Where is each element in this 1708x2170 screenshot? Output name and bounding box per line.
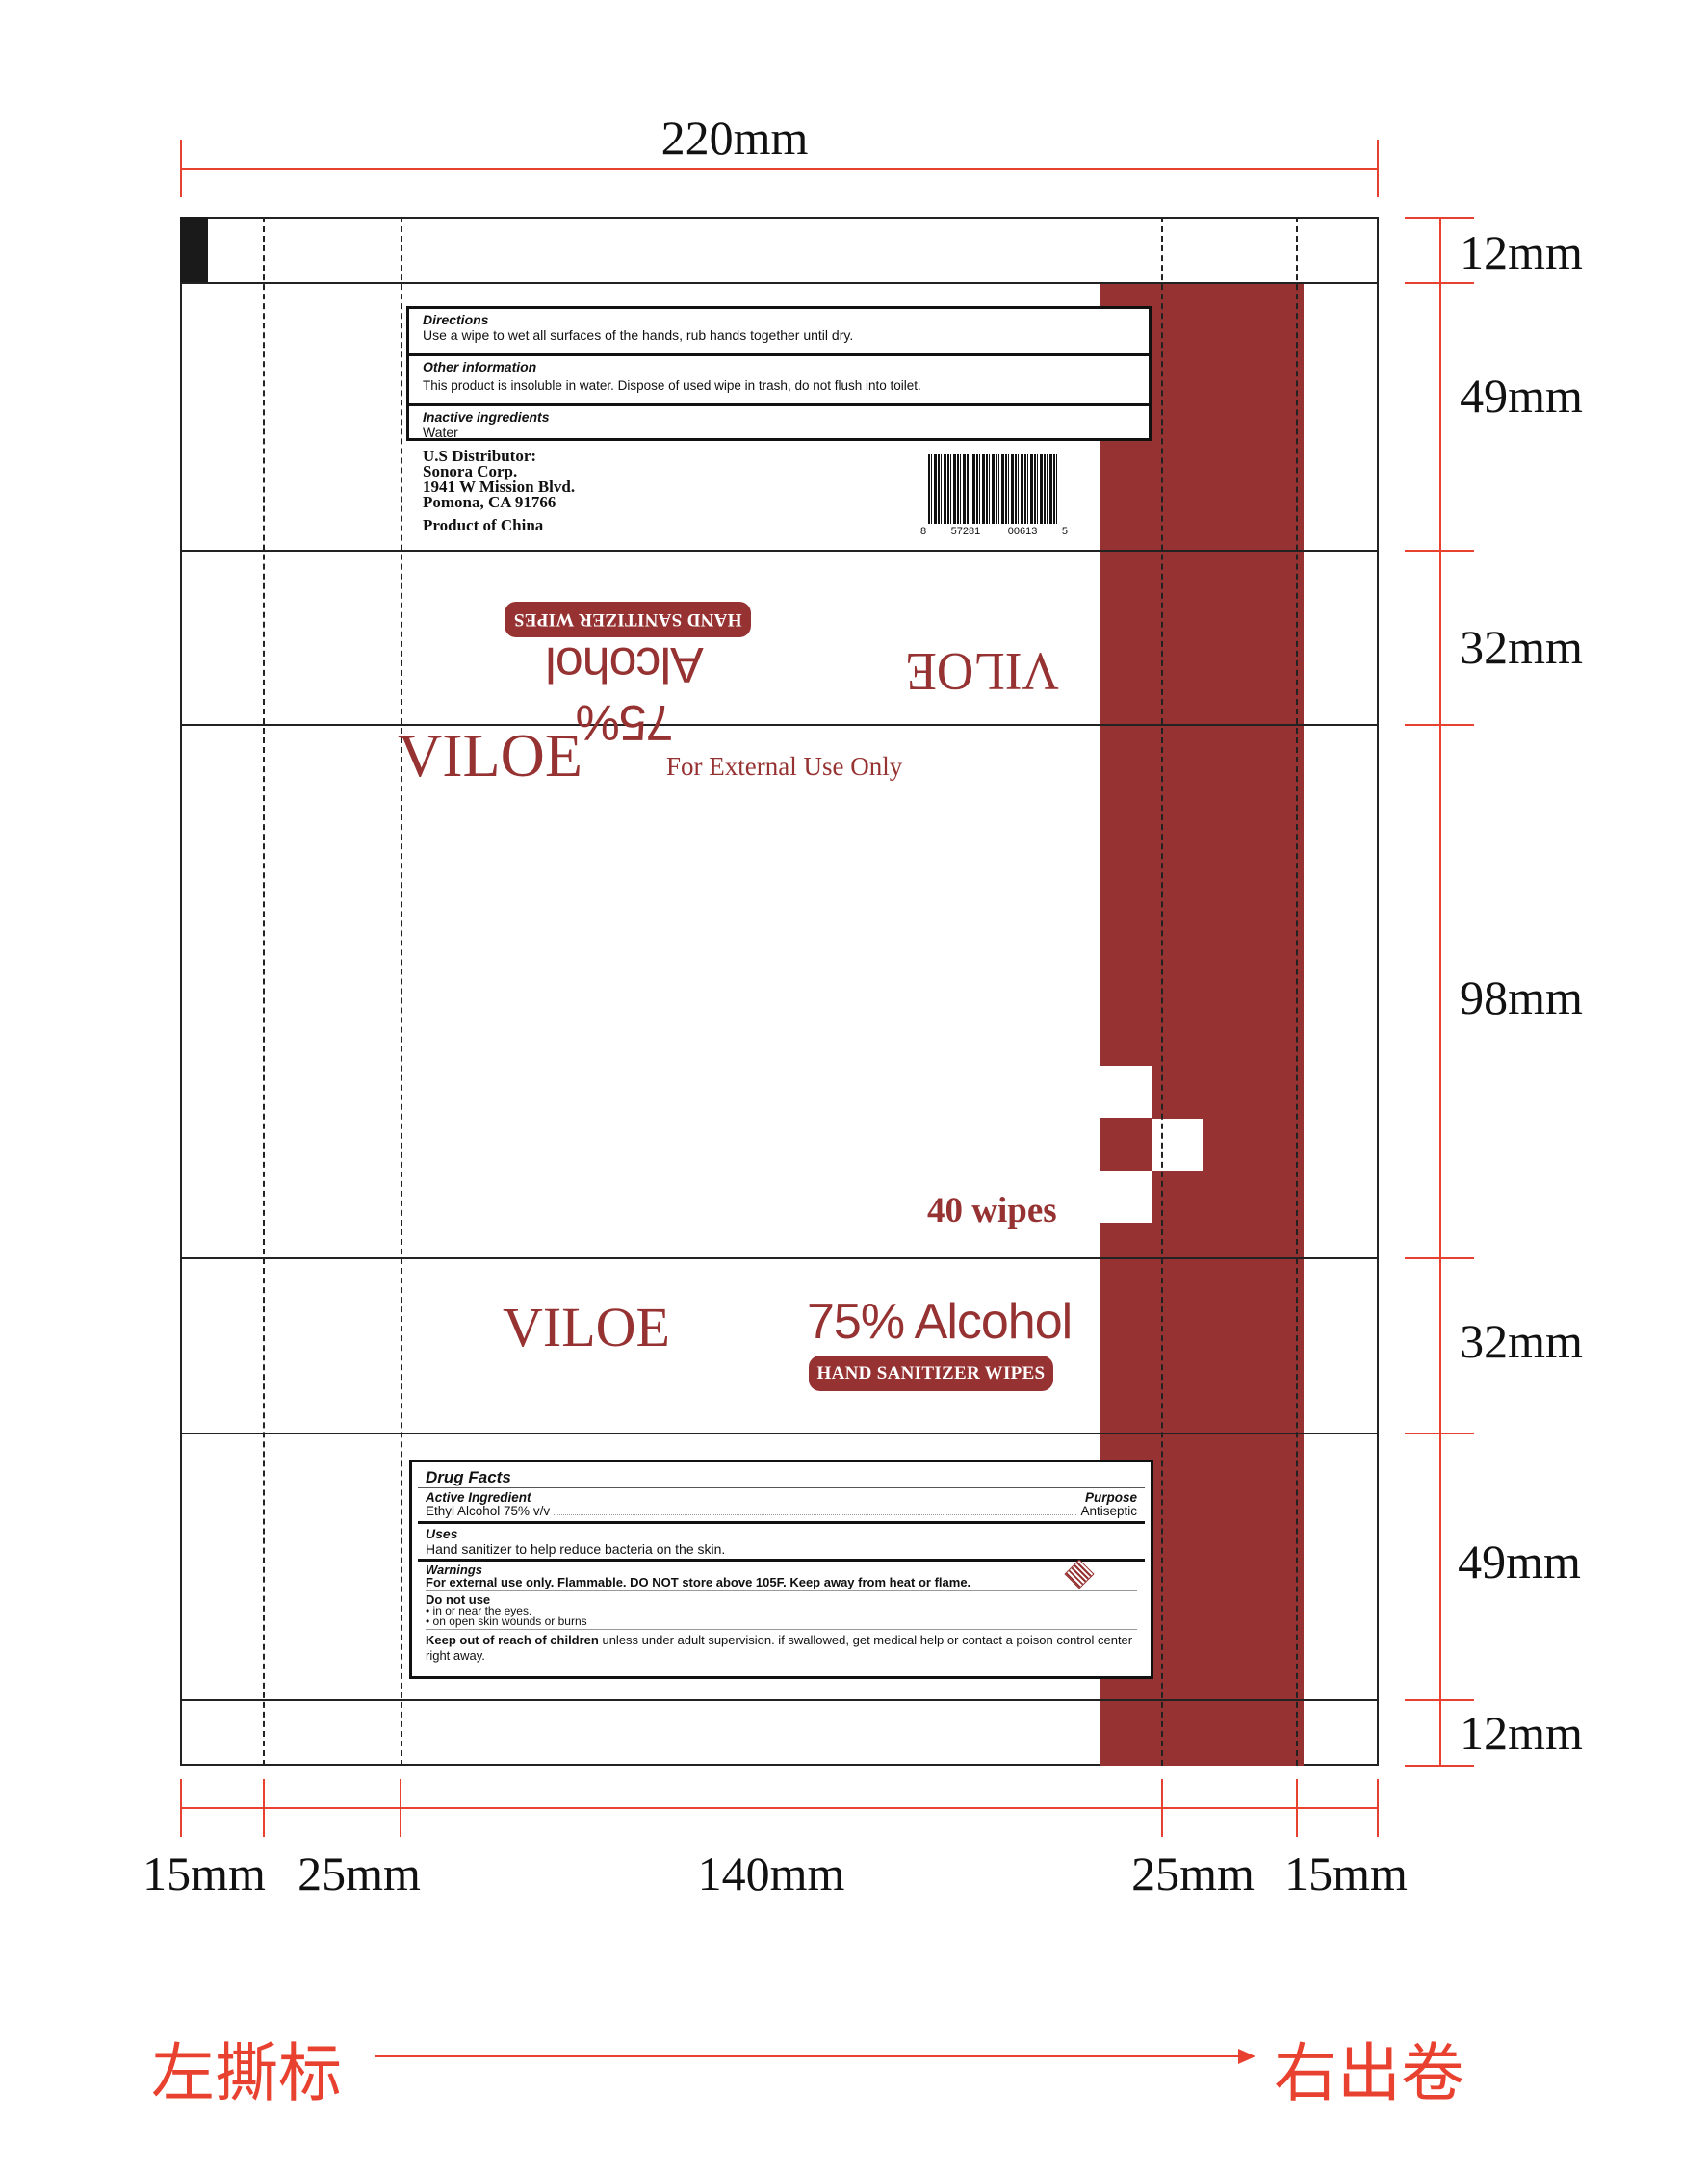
do-not-use-title: Do not use <box>426 1591 491 1607</box>
dim-tick <box>1405 1699 1474 1701</box>
dim-tick <box>180 1779 182 1837</box>
top-dimension-line <box>180 168 1379 170</box>
height-label: 32mm <box>1460 620 1583 674</box>
purpose-title: Purpose <box>1084 1489 1137 1505</box>
uses-text: Hand sanitizer to help reduce bacteria o… <box>426 1540 726 1557</box>
drug-facts-title: Drug Facts <box>418 1462 1145 1488</box>
active-ingredient-text: Ethyl Alcohol 75% v/v <box>426 1503 551 1518</box>
checker-square <box>1100 1171 1152 1223</box>
keep-out-title: Keep out of reach of children <box>426 1632 599 1647</box>
distributor-info: U.S Distributor: Sonora Corp. 1941 W Mis… <box>423 447 576 534</box>
barcode-digit: 57281 <box>947 526 984 537</box>
dim-tick <box>1377 1779 1379 1837</box>
fold-line <box>401 217 402 1766</box>
dim-tick <box>1161 1779 1163 1837</box>
dim-tick <box>180 140 182 197</box>
height-label: 49mm <box>1460 369 1583 423</box>
left-tear-label: 左撕标 <box>151 2036 342 2110</box>
alcohol-lower: 75% Alcohol <box>807 1294 1073 1350</box>
height-label: 12mm <box>1460 1706 1583 1760</box>
other-info-title: Other information <box>423 359 537 375</box>
dim-tick <box>1405 1257 1474 1259</box>
other-info-text: This product is insoluble in water. Disp… <box>423 378 921 394</box>
divider <box>180 282 1379 284</box>
fold-line <box>1296 217 1298 1766</box>
width-label: 15mm <box>1284 1847 1408 1900</box>
directions-box: Directions Use a wipe to wet all surfaces… <box>406 306 1152 441</box>
dim-tick <box>1405 282 1474 284</box>
do-not-use-item: in or near the eyes. <box>432 1603 532 1617</box>
dim-tick <box>263 1779 265 1837</box>
brand-front: VILOE <box>398 721 582 789</box>
width-label: 140mm <box>697 1847 845 1900</box>
dim-tick <box>1405 217 1474 219</box>
active-ingredient-title: Active Ingredient <box>426 1489 531 1505</box>
width-label: 25mm <box>1131 1847 1255 1900</box>
brand-lower: VILOE <box>503 1296 670 1358</box>
tear-mark <box>180 217 208 282</box>
barcode-digit: 8 <box>920 526 927 537</box>
direction-arrow-line <box>375 2055 1242 2057</box>
divider <box>180 724 1379 726</box>
brand-inverted: VILOE <box>905 641 1059 701</box>
distributor-line: Sonora Corp. <box>423 462 518 480</box>
right-dimension-line <box>1439 217 1441 1766</box>
do-not-use-item: on open skin wounds or burns <box>432 1614 587 1628</box>
width-label: 25mm <box>298 1847 421 1900</box>
warnings-text: For external use only. Flammable. DO NOT… <box>426 1576 1137 1591</box>
arrow-head-icon <box>1238 2049 1255 2064</box>
distributor-line: Pomona, CA 91766 <box>423 493 556 511</box>
purpose-text: Antiseptic <box>1080 1503 1137 1518</box>
uses-title: Uses <box>426 1525 458 1541</box>
checker-square <box>1100 1066 1152 1118</box>
fold-line <box>1161 217 1163 1766</box>
dim-tick <box>400 1779 401 1837</box>
inactive-title: Inactive ingredients <box>423 409 550 425</box>
bottom-dimension-line <box>180 1807 1379 1809</box>
checker-square <box>1152 1119 1203 1171</box>
warnings-title: Warnings <box>426 1562 482 1577</box>
height-label: 49mm <box>1458 1535 1581 1589</box>
directions-text: Use a wipe to wet all surfaces of the ha… <box>423 327 854 344</box>
height-label: 32mm <box>1460 1314 1583 1368</box>
drug-facts-box: Drug Facts Active Ingredient Purpose Ethy… <box>409 1460 1153 1679</box>
wipe-count: 40 wipes <box>927 1191 1057 1230</box>
right-roll-label: 右出卷 <box>1274 2036 1464 2110</box>
product-type-badge-inverted: HAND SANITIZER WIPES <box>505 602 751 637</box>
height-label: 98mm <box>1460 970 1583 1024</box>
divider <box>180 1257 1379 1259</box>
distributor-line: U.S Distributor: <box>423 447 537 465</box>
dim-tick <box>1405 1433 1474 1434</box>
fold-line <box>263 217 265 1766</box>
width-label: 15mm <box>142 1847 266 1900</box>
dim-tick <box>1405 1765 1474 1767</box>
directions-title: Directions <box>423 312 489 327</box>
barcode: 8 57281 00613 5 <box>920 454 1068 537</box>
divider <box>180 550 1379 552</box>
barcode-digit: 00613 <box>1004 526 1041 537</box>
label-outline <box>180 217 1379 1766</box>
keep-out-text: unless under adult supervision. if swall… <box>426 1632 1133 1663</box>
dim-tick <box>1377 140 1379 197</box>
divider <box>180 1699 1379 1701</box>
height-label: 12mm <box>1460 225 1583 279</box>
barcode-bars <box>928 454 1058 524</box>
distributor-line: 1941 W Mission Blvd. <box>423 478 576 496</box>
dim-tick <box>1405 724 1474 726</box>
inactive-text: Water <box>423 425 458 441</box>
dim-tick <box>1296 1779 1298 1837</box>
product-type-badge: HAND SANITIZER WIPES <box>809 1356 1053 1391</box>
divider <box>180 1433 1379 1434</box>
barcode-digit: 5 <box>1061 526 1068 537</box>
total-width-label: 220mm <box>660 111 809 165</box>
origin-text: Product of China <box>423 516 544 534</box>
external-use-text: For External Use Only <box>666 752 903 781</box>
dim-tick <box>1405 550 1474 552</box>
